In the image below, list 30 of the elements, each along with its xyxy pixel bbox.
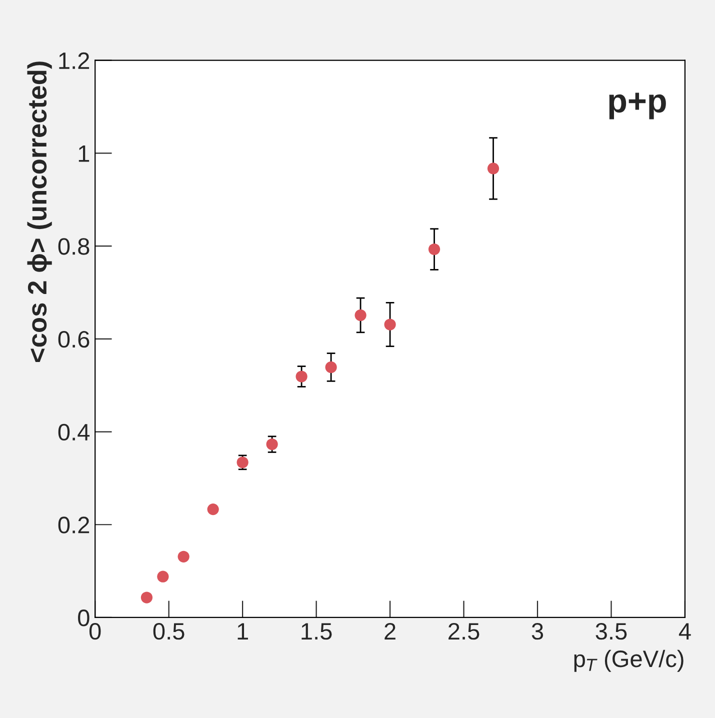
point xyxy=(207,503,219,516)
point xyxy=(487,162,500,174)
point xyxy=(266,438,278,450)
x-tick-label: 0.5 xyxy=(153,622,184,640)
x-tick-label: 4 xyxy=(678,623,691,640)
x-tick-label: 2 xyxy=(384,622,396,640)
point xyxy=(296,370,308,382)
y-tick-label: 0.6 xyxy=(58,330,90,348)
y-tick-label: 1.2 xyxy=(59,52,90,69)
x-tick-label: 1 xyxy=(238,623,248,640)
x-tick-label: 3.5 xyxy=(596,622,627,640)
y-tick-label: 0.2 xyxy=(58,516,90,534)
point xyxy=(354,309,366,322)
point xyxy=(428,243,440,256)
y-tick-label: 0.4 xyxy=(58,424,90,441)
y-tick-label: 0 xyxy=(78,610,90,626)
x-tick-label: 0 xyxy=(89,622,101,640)
x-axis-title: p$_{T}$ (GeV/c) xyxy=(574,650,684,672)
y-axis-title: <cos 2 ϕ> (uncorrected) xyxy=(27,62,52,362)
point xyxy=(178,550,190,562)
y-tick-label: 0.8 xyxy=(58,238,90,255)
point xyxy=(157,570,169,582)
x-tick-label: 1.5 xyxy=(302,623,332,640)
y-tick-label: 1 xyxy=(78,145,90,162)
x-tick-label: 3 xyxy=(532,622,544,640)
point xyxy=(384,318,396,330)
point xyxy=(140,592,153,604)
annotation: p+p xyxy=(609,92,666,120)
x-tick-label: 2.5 xyxy=(448,622,480,640)
point xyxy=(325,361,337,374)
